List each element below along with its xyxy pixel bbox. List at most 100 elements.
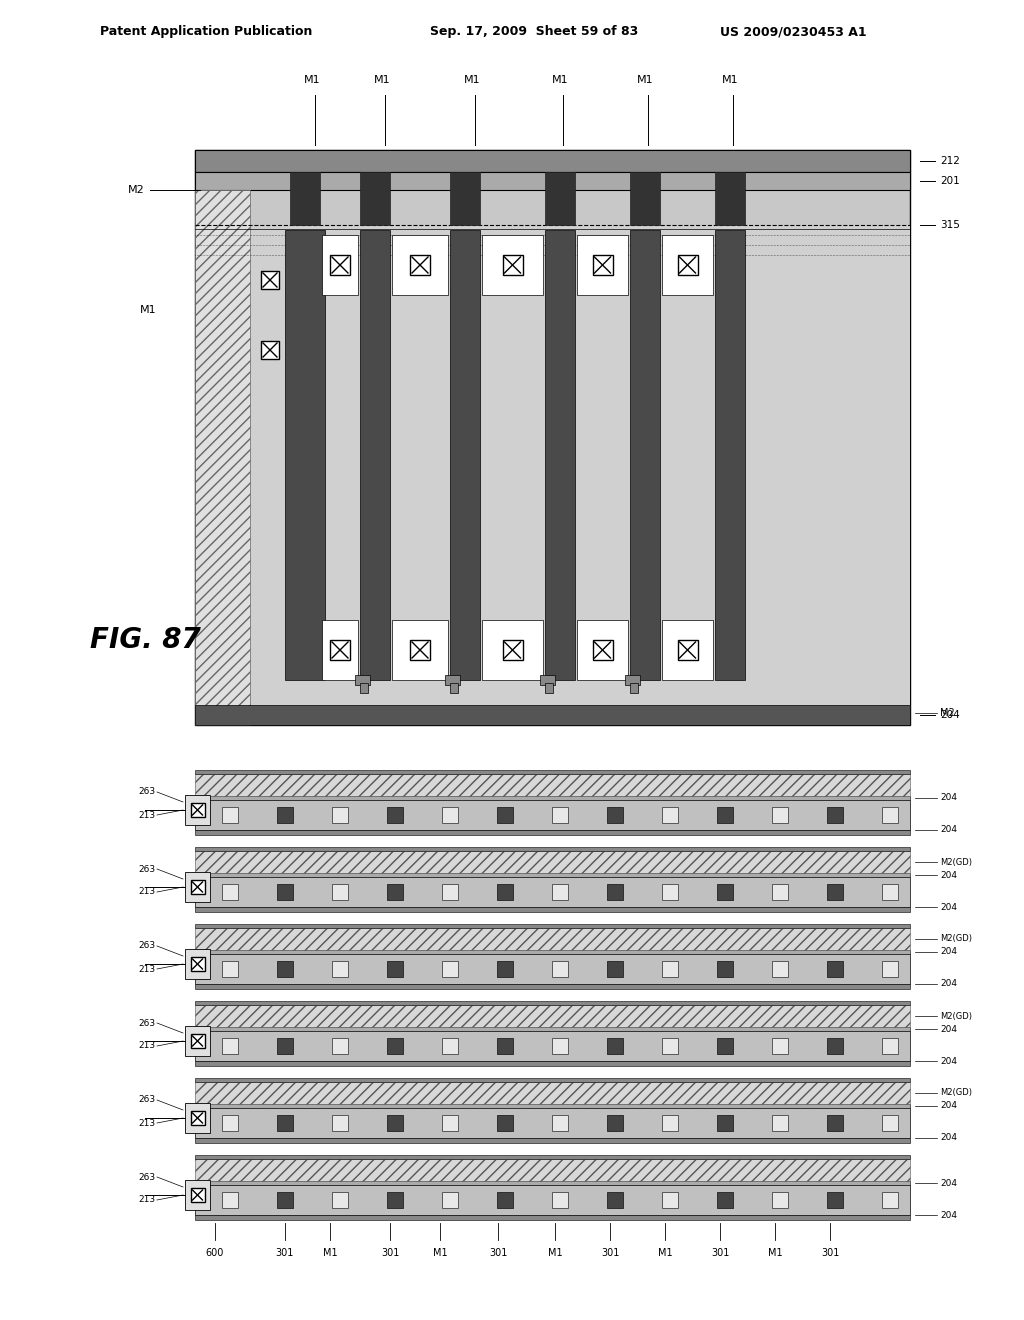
Text: 600: 600 (206, 1247, 224, 1258)
Bar (185, 949, 210, 979)
Text: M2: M2 (940, 708, 954, 718)
Bar (195, 770, 910, 774)
Bar (185, 1180, 210, 1210)
Bar (717, 1115, 733, 1131)
Bar (442, 807, 458, 822)
Bar (195, 774, 910, 796)
Bar (552, 1038, 568, 1053)
Bar (195, 1155, 910, 1159)
Bar (222, 884, 238, 900)
Text: 204: 204 (940, 870, 957, 879)
Text: 301: 301 (601, 1247, 620, 1258)
Text: 212: 212 (940, 156, 959, 166)
Text: M2: M2 (128, 185, 145, 195)
Text: M1: M1 (433, 1247, 447, 1258)
Bar (497, 1115, 513, 1131)
Bar (717, 807, 733, 822)
Text: 213: 213 (138, 810, 155, 820)
Bar (482, 235, 543, 294)
Bar (717, 1192, 733, 1208)
Text: 204: 204 (940, 948, 957, 957)
Bar (662, 807, 678, 822)
Bar (410, 640, 430, 660)
Bar (190, 880, 205, 894)
Bar (497, 961, 513, 977)
Bar (185, 873, 210, 902)
Text: 204: 204 (940, 903, 957, 912)
Bar (195, 1185, 910, 1214)
Bar (332, 1038, 348, 1053)
Bar (195, 928, 910, 950)
Bar (662, 620, 713, 680)
Bar (261, 341, 279, 359)
Text: 263: 263 (138, 788, 155, 796)
Bar (278, 1115, 293, 1131)
Bar (332, 961, 348, 977)
Bar (577, 620, 628, 680)
Text: Sep. 17, 2009  Sheet 59 of 83: Sep. 17, 2009 Sheet 59 of 83 (430, 25, 638, 38)
Bar (662, 235, 713, 294)
Text: 263: 263 (138, 1019, 155, 1027)
Bar (630, 682, 638, 693)
Bar (278, 961, 293, 977)
Text: 315: 315 (940, 220, 959, 230)
Bar (607, 1038, 623, 1053)
Bar (772, 807, 788, 822)
Bar (278, 1038, 293, 1053)
Bar (625, 675, 640, 685)
Bar (332, 1115, 348, 1131)
Bar (387, 807, 403, 822)
Text: 213: 213 (138, 965, 155, 974)
Text: M1: M1 (323, 1247, 337, 1258)
Bar (410, 255, 430, 275)
Text: 201: 201 (940, 176, 959, 186)
Bar (222, 1038, 238, 1053)
Text: Patent Application Publication: Patent Application Publication (100, 25, 312, 38)
Bar (882, 884, 898, 900)
Bar (607, 1115, 623, 1131)
Bar (332, 1192, 348, 1208)
Bar (772, 1192, 788, 1208)
Bar (715, 230, 745, 680)
Bar (503, 255, 522, 275)
Bar (715, 172, 745, 224)
Bar (278, 807, 293, 822)
Text: M2(GD): M2(GD) (940, 1011, 972, 1020)
Bar (190, 1034, 205, 1048)
Bar (195, 1181, 910, 1185)
Bar (195, 796, 910, 800)
Bar (322, 235, 358, 294)
Bar (190, 957, 205, 972)
Bar (195, 1214, 910, 1220)
Text: 204: 204 (940, 1056, 957, 1065)
Bar (607, 807, 623, 822)
Bar (245, 224, 910, 705)
Bar (827, 884, 843, 900)
Bar (717, 1038, 733, 1053)
Bar (222, 961, 238, 977)
Bar (552, 1192, 568, 1208)
Text: 263: 263 (138, 1172, 155, 1181)
Bar (630, 172, 660, 224)
Text: 301: 301 (711, 1247, 729, 1258)
Bar (190, 803, 205, 817)
Text: 213: 213 (138, 1196, 155, 1204)
Bar (185, 1026, 210, 1056)
Bar (482, 620, 543, 680)
Bar (360, 172, 390, 224)
Bar (552, 961, 568, 977)
Bar (222, 807, 238, 822)
Bar (195, 1027, 910, 1031)
Bar (445, 675, 460, 685)
Bar (545, 172, 575, 224)
Bar (195, 876, 910, 907)
Text: M2(GD): M2(GD) (940, 1089, 972, 1097)
Bar (497, 807, 513, 822)
Bar (593, 255, 612, 275)
Text: 301: 301 (821, 1247, 840, 1258)
Bar (185, 795, 210, 825)
Bar (540, 675, 555, 685)
Bar (195, 705, 910, 725)
Bar (497, 884, 513, 900)
Bar (387, 1115, 403, 1131)
